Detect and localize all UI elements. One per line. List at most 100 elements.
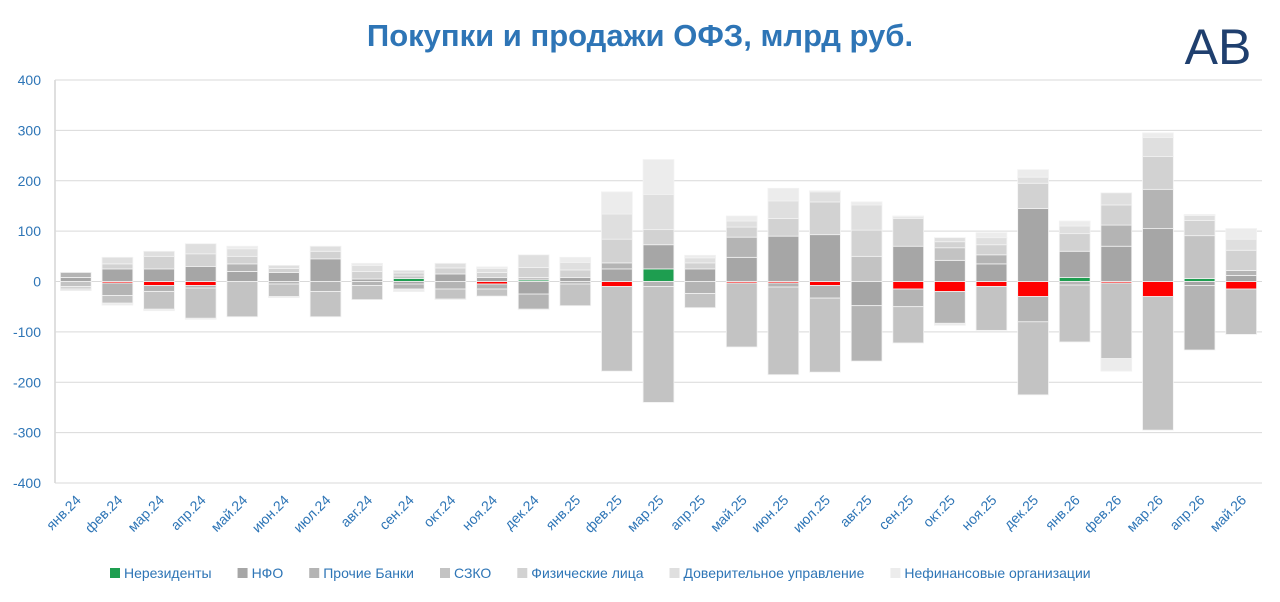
bar-segment bbox=[143, 268, 175, 282]
legend-swatch bbox=[110, 568, 120, 578]
bar-segment bbox=[1100, 358, 1133, 372]
bar-segment bbox=[392, 270, 425, 274]
bar-segment bbox=[1100, 224, 1133, 247]
bar-segment bbox=[1225, 228, 1257, 240]
bar-segment bbox=[601, 238, 633, 264]
bar-segment bbox=[725, 220, 758, 228]
bar-segment bbox=[226, 263, 259, 272]
bar-segment bbox=[143, 255, 175, 270]
bar-segment bbox=[559, 256, 592, 263]
x-tick-label: фев.24 bbox=[82, 492, 126, 536]
bar-segment bbox=[809, 285, 841, 299]
x-tick-label: мар.24 bbox=[124, 492, 167, 535]
bar-segment bbox=[309, 291, 342, 318]
bar-segment bbox=[684, 262, 716, 270]
bar-segment bbox=[476, 288, 508, 297]
bar-segment bbox=[975, 254, 1008, 265]
bar-segment bbox=[101, 256, 134, 265]
bar-segment bbox=[850, 255, 883, 282]
bar-segment bbox=[601, 191, 633, 215]
bar-segment bbox=[642, 193, 675, 231]
bar-segment bbox=[642, 229, 675, 246]
bar-segment bbox=[975, 237, 1008, 246]
bar-segment bbox=[559, 261, 592, 271]
bar-segment bbox=[1142, 296, 1174, 431]
bar-segment bbox=[767, 187, 800, 202]
bar-segment bbox=[1142, 188, 1174, 230]
bar-segment bbox=[1183, 214, 1216, 216]
bar-segment bbox=[934, 259, 966, 282]
bar-segment bbox=[559, 269, 592, 278]
bar-segment bbox=[434, 281, 467, 290]
x-tick-label: янв.25 bbox=[542, 492, 583, 533]
bar-segment bbox=[143, 250, 175, 257]
logo: AB bbox=[1185, 19, 1252, 75]
bar-segment bbox=[601, 213, 633, 240]
x-tick-label: июн.25 bbox=[748, 492, 792, 536]
x-tick-label: апр.24 bbox=[167, 492, 209, 534]
bar-segment bbox=[143, 281, 175, 286]
bar-segment bbox=[767, 200, 800, 219]
bar-segment bbox=[476, 283, 508, 290]
bar-segment bbox=[60, 288, 92, 291]
bar-segment bbox=[351, 281, 383, 286]
bar-segment bbox=[1225, 249, 1257, 271]
bar-segment bbox=[1058, 225, 1091, 235]
bar-segment bbox=[642, 268, 675, 282]
bar-segment bbox=[434, 267, 467, 275]
bar-segment bbox=[1058, 220, 1091, 227]
bar-segment bbox=[392, 283, 425, 290]
x-tick-label: май.26 bbox=[1206, 492, 1249, 535]
x-tick-label: сен.24 bbox=[376, 492, 417, 533]
bar-segment bbox=[809, 201, 841, 236]
bar-segment bbox=[60, 277, 92, 282]
bar-segment bbox=[60, 272, 92, 278]
bar-segment bbox=[268, 296, 300, 299]
bar-segment bbox=[642, 159, 675, 195]
bar-segment bbox=[351, 285, 383, 301]
bar-segment bbox=[1183, 278, 1216, 282]
bar-segment bbox=[1183, 285, 1216, 351]
bar-segment bbox=[268, 283, 300, 298]
bar-segment bbox=[309, 245, 342, 252]
bar-segment bbox=[975, 286, 1008, 331]
bar-segment bbox=[476, 272, 508, 278]
bar-segment bbox=[1017, 169, 1049, 178]
bar-segment bbox=[268, 264, 300, 269]
bar-segment bbox=[892, 215, 925, 218]
x-tick-label: дек.25 bbox=[1001, 492, 1042, 533]
bar-segment bbox=[143, 291, 175, 310]
bar-segment bbox=[601, 286, 633, 372]
bar-segment bbox=[517, 281, 550, 295]
x-tick-label: апр.26 bbox=[1166, 492, 1208, 534]
bar-segment bbox=[143, 308, 175, 312]
bar-segment bbox=[268, 268, 300, 273]
legend-swatch bbox=[669, 568, 680, 578]
y-tick-label: 200 bbox=[18, 173, 42, 189]
y-tick-label: 400 bbox=[18, 72, 42, 88]
bar-segment bbox=[725, 215, 758, 222]
bar-segment bbox=[268, 272, 300, 282]
bar-segment bbox=[975, 244, 1008, 256]
bar-segment bbox=[725, 256, 758, 282]
y-tick-label: -300 bbox=[13, 425, 41, 441]
bar-segment bbox=[1058, 277, 1091, 282]
legend-label: Прочие Банки bbox=[323, 565, 414, 581]
bar-segment bbox=[1017, 176, 1049, 184]
bar-segment bbox=[226, 271, 259, 282]
bar-segment bbox=[559, 277, 592, 282]
bar-segment bbox=[1142, 228, 1174, 282]
y-tick-label: 100 bbox=[18, 223, 42, 239]
bar-segment bbox=[101, 302, 134, 306]
bar-segment bbox=[642, 286, 675, 403]
bar-segment bbox=[809, 234, 841, 282]
bar-segment bbox=[1058, 233, 1091, 252]
bar-segment bbox=[850, 305, 883, 362]
x-tick-label: сен.25 bbox=[875, 492, 916, 533]
bar-segment bbox=[850, 281, 883, 307]
bar-segment bbox=[434, 262, 467, 269]
bar-segment bbox=[392, 278, 425, 282]
bar-segment bbox=[684, 254, 716, 259]
bar-segment bbox=[975, 281, 1008, 287]
